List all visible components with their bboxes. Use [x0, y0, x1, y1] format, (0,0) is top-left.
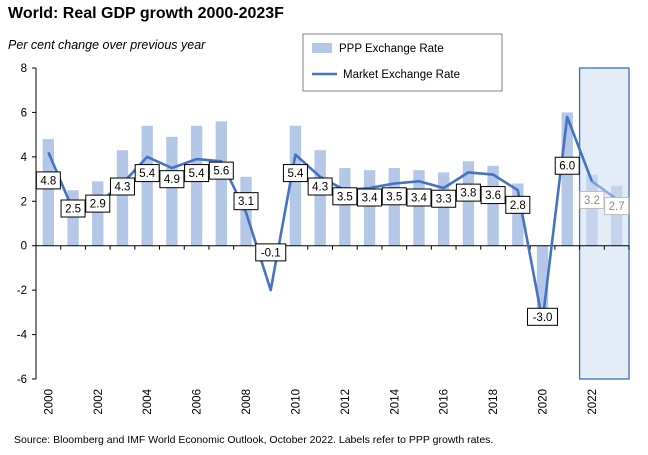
x-tick-label: 2014: [389, 388, 401, 414]
legend: [302, 33, 503, 92]
data-label-2023: 2.7: [609, 201, 625, 213]
bar-2001: [67, 190, 79, 246]
bar-2000: [42, 139, 55, 246]
bar-2022: [586, 174, 598, 246]
bar-2005: [166, 136, 178, 246]
bar-2019: [512, 183, 524, 246]
y-tick-label: 2: [21, 196, 27, 208]
data-label-box-2002: [85, 194, 111, 213]
data-label-2019: 2.8: [510, 200, 526, 212]
y-tick-label: 8: [21, 63, 27, 75]
y-tick-label: -2: [17, 285, 27, 297]
data-label-box-2014: [381, 187, 407, 206]
data-label-box-2010: [282, 164, 308, 183]
data-label-2013: 3.4: [362, 193, 379, 205]
data-label-2022: 3.2: [584, 195, 600, 207]
data-label-box-2000: [35, 171, 61, 190]
data-label-box-2022: [579, 190, 605, 209]
x-tick-label: 2010: [290, 389, 302, 415]
bar-2010: [289, 125, 302, 246]
data-label-box-2001: [60, 199, 86, 218]
x-tick-label: 2022: [587, 389, 599, 415]
data-label-box-2011: [307, 177, 333, 196]
data-label-box-2020: [527, 307, 559, 326]
data-label-2015: 3.4: [411, 193, 428, 205]
bar-2023: [610, 185, 623, 246]
x-tick-label: 2006: [192, 389, 204, 415]
data-label-2007: 5.6: [213, 166, 229, 178]
data-label-box-2003: [109, 177, 135, 196]
data-label-2021: 6.0: [559, 161, 575, 173]
market-rate-line-forecast: [591, 180, 618, 201]
data-label-box-2016: [431, 189, 457, 208]
bar-2021: [561, 112, 573, 246]
bar-2002: [92, 181, 104, 246]
bar-2007: [215, 121, 227, 246]
x-tick-label: 2008: [241, 389, 253, 415]
bar-2004: [141, 125, 153, 246]
data-label-2020: -3.0: [533, 312, 553, 324]
bar-2011: [314, 150, 326, 246]
legend-swatch-ppp: [312, 43, 332, 53]
data-label-2001: 2.5: [65, 204, 81, 216]
y-tick-label: 4: [21, 152, 28, 164]
data-label-2005: 4.9: [164, 174, 180, 186]
legend-label-ppp: PPP Exchange Rate: [339, 43, 444, 55]
data-label-box-2023: [604, 197, 630, 216]
chart-title: World: Real GDP growth 2000-2023F: [8, 5, 284, 22]
chart-subtitle: Per cent change over previous year: [8, 38, 206, 52]
legend-label-market: Market Exchange Rate: [343, 69, 460, 81]
data-label-2018: 3.6: [485, 190, 501, 202]
bar-2017: [462, 161, 475, 246]
data-label-box-2015: [406, 188, 432, 207]
data-label-box-2005: [159, 170, 185, 189]
data-label-box-2019: [505, 195, 531, 214]
data-label-box-2009: [255, 243, 287, 262]
data-label-2004: 5.4: [139, 168, 156, 180]
x-tick-label: 2002: [93, 389, 105, 415]
x-tick-label: 2018: [488, 389, 500, 415]
data-label-box-2007: [208, 161, 234, 180]
chart-source: Source: Bloomberg and IMF World Economic…: [14, 434, 494, 446]
data-label-box-2006: [184, 164, 210, 183]
data-label-2012: 3.5: [337, 191, 353, 203]
bar-2003: [116, 150, 129, 246]
x-tick-label: 2016: [439, 389, 451, 415]
data-label-2003: 4.3: [114, 182, 130, 194]
data-label-2000: 4.8: [40, 175, 56, 187]
bar-2014: [388, 167, 400, 246]
y-tick-label: -6: [17, 374, 27, 386]
bar-2018: [487, 165, 499, 246]
data-label-2011: 4.3: [312, 182, 328, 194]
data-label-box-2004: [134, 164, 160, 183]
y-tick-label: 0: [21, 241, 27, 253]
data-label-box-2018: [480, 186, 506, 205]
bar-2015: [413, 170, 425, 246]
data-label-box-2013: [357, 188, 383, 207]
x-tick-label: 2000: [43, 389, 55, 415]
bar-2006: [190, 125, 203, 246]
bar-2020: [536, 245, 549, 313]
data-label-2014: 3.5: [386, 191, 402, 203]
data-label-2017: 3.8: [460, 188, 476, 200]
data-label-2008: 3.1: [238, 196, 254, 208]
bar-2016: [438, 172, 450, 246]
data-label-box-2012: [332, 187, 358, 206]
x-tick-label: 2012: [340, 389, 352, 415]
data-label-box-2017: [455, 183, 481, 202]
data-label-box-2008: [233, 192, 259, 211]
data-label-2009: -0.1: [261, 247, 281, 259]
data-label-2002: 2.9: [90, 199, 106, 211]
y-tick-label: 6: [21, 107, 27, 119]
x-tick-label: 2004: [142, 388, 154, 414]
y-tick-label: -4: [17, 330, 28, 342]
bar-2012: [339, 167, 351, 246]
bar-2013: [363, 170, 376, 246]
data-label-2010: 5.4: [287, 168, 304, 180]
data-label-2006: 5.4: [189, 168, 206, 180]
data-label-2016: 3.3: [436, 194, 452, 206]
x-tick-label: 2020: [538, 389, 550, 415]
data-label-box-2021: [554, 156, 580, 175]
